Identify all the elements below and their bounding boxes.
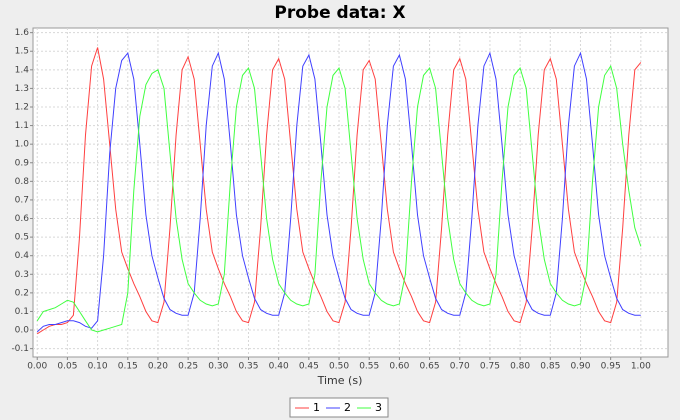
y-tick-label: 0.5 bbox=[15, 233, 29, 243]
y-tick-label: 1.5 bbox=[15, 47, 29, 57]
x-tick-label: 0.80 bbox=[510, 362, 530, 372]
y-tick-label: 1.1 bbox=[15, 121, 29, 131]
chart-title: Probe data: X bbox=[274, 3, 405, 23]
x-tick-label: 0.95 bbox=[601, 362, 621, 372]
x-tick-label: 0.20 bbox=[148, 362, 168, 372]
y-tick-label: -0.1 bbox=[11, 344, 29, 354]
x-tick-label: 0.35 bbox=[238, 362, 258, 372]
plot-area bbox=[32, 27, 669, 358]
y-tick-label: 0.1 bbox=[15, 307, 29, 317]
series-line bbox=[36, 47, 642, 335]
x-tick-label: 0.60 bbox=[389, 362, 409, 372]
y-tick-label: 1.3 bbox=[15, 84, 29, 94]
series-line bbox=[36, 64, 642, 333]
y-tick-label: 0.9 bbox=[15, 158, 30, 168]
y-tick-label: 0.7 bbox=[15, 195, 29, 205]
x-tick-label: 0.70 bbox=[450, 362, 470, 372]
x-tick-label: 0.10 bbox=[88, 362, 108, 372]
x-tick-label: 0.75 bbox=[480, 362, 500, 372]
x-tick-label: 0.15 bbox=[118, 362, 138, 372]
legend-label: 1 bbox=[313, 401, 320, 414]
y-tick-label: 0.0 bbox=[15, 326, 30, 336]
y-tick-label: 1.2 bbox=[15, 102, 29, 112]
x-tick-label: 0.05 bbox=[57, 362, 77, 372]
x-tick-label: 0.65 bbox=[420, 362, 440, 372]
y-tick-label: 0.8 bbox=[15, 177, 30, 187]
x-axis-label: Time (s) bbox=[317, 374, 363, 387]
x-tick-label: 0.85 bbox=[540, 362, 560, 372]
y-tick-label: 0.2 bbox=[15, 288, 29, 298]
x-tick-label: 0.00 bbox=[27, 362, 47, 372]
x-tick-label: 0.90 bbox=[570, 362, 590, 372]
x-tick-label: 0.45 bbox=[299, 362, 319, 372]
legend-label: 3 bbox=[375, 401, 382, 414]
y-tick-label: 0.6 bbox=[15, 214, 30, 224]
x-tick-label: 0.40 bbox=[269, 362, 289, 372]
x-tick-label: 0.30 bbox=[208, 362, 228, 372]
legend-label: 2 bbox=[344, 401, 351, 414]
series-line bbox=[36, 51, 641, 333]
y-tick-label: 1.0 bbox=[15, 140, 30, 150]
y-tick-label: 1.4 bbox=[15, 65, 30, 75]
x-tick-label: 1.00 bbox=[631, 362, 651, 372]
y-tick-label: 0.4 bbox=[15, 251, 30, 261]
y-tick-label: 1.6 bbox=[15, 28, 30, 38]
y-tick-label: 0.3 bbox=[15, 270, 29, 280]
x-tick-label: 0.50 bbox=[329, 362, 349, 372]
x-tick-label: 0.25 bbox=[178, 362, 198, 372]
x-tick-label: 0.55 bbox=[359, 362, 379, 372]
